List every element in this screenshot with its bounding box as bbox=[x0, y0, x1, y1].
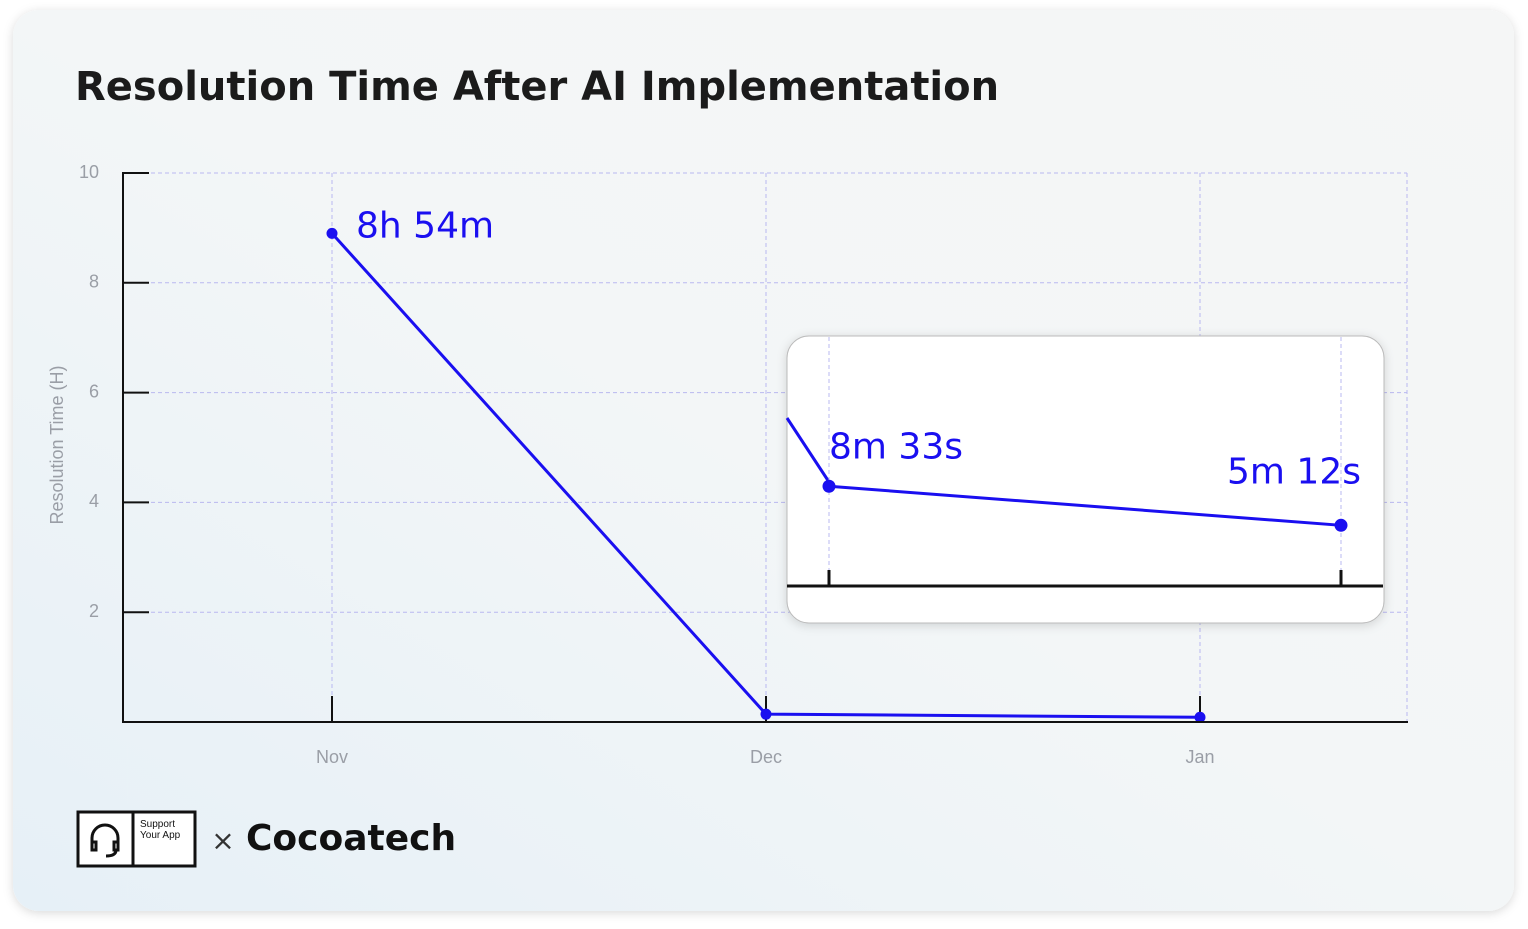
inset-data-point bbox=[1334, 518, 1348, 532]
inset-series-line bbox=[828, 484, 1342, 527]
company-name: Cocoatech bbox=[246, 818, 456, 859]
y-tick-label: 8 bbox=[89, 272, 99, 292]
x-tick-label: Jan bbox=[1185, 747, 1214, 767]
x-tick-label: Dec bbox=[750, 747, 782, 767]
inset-line-entry bbox=[785, 417, 831, 483]
partner-name: Support Your App bbox=[140, 820, 181, 841]
partner-logo bbox=[76, 810, 197, 868]
y-tick-label: 6 bbox=[89, 381, 99, 401]
data-point bbox=[1194, 711, 1206, 723]
data-point bbox=[326, 227, 338, 239]
inset-data-point bbox=[822, 479, 836, 493]
chart-title: Resolution Time After AI Implementation bbox=[75, 64, 999, 110]
data-label: 5m 12s bbox=[1227, 451, 1361, 492]
partner-name-box: Support Your App bbox=[140, 820, 181, 841]
data-label: 8h 54m bbox=[356, 205, 494, 246]
y-axis-label: Resolution Time (H) bbox=[47, 365, 67, 524]
separator: × bbox=[211, 824, 234, 857]
headset-icon bbox=[90, 823, 120, 858]
zoom-inset: 8m 33s 5m 12s bbox=[785, 335, 1385, 624]
branding: Support Your App × Cocoatech bbox=[76, 810, 456, 868]
y-tick-label: 10 bbox=[79, 162, 99, 182]
inset-box bbox=[786, 335, 1385, 624]
y-tick-label: 4 bbox=[89, 491, 99, 511]
data-point bbox=[760, 708, 772, 720]
x-tick-label: Nov bbox=[316, 747, 348, 767]
card bbox=[13, 10, 1514, 911]
data-label: 8m 33s bbox=[829, 426, 963, 467]
y-tick-label: 2 bbox=[89, 601, 99, 621]
